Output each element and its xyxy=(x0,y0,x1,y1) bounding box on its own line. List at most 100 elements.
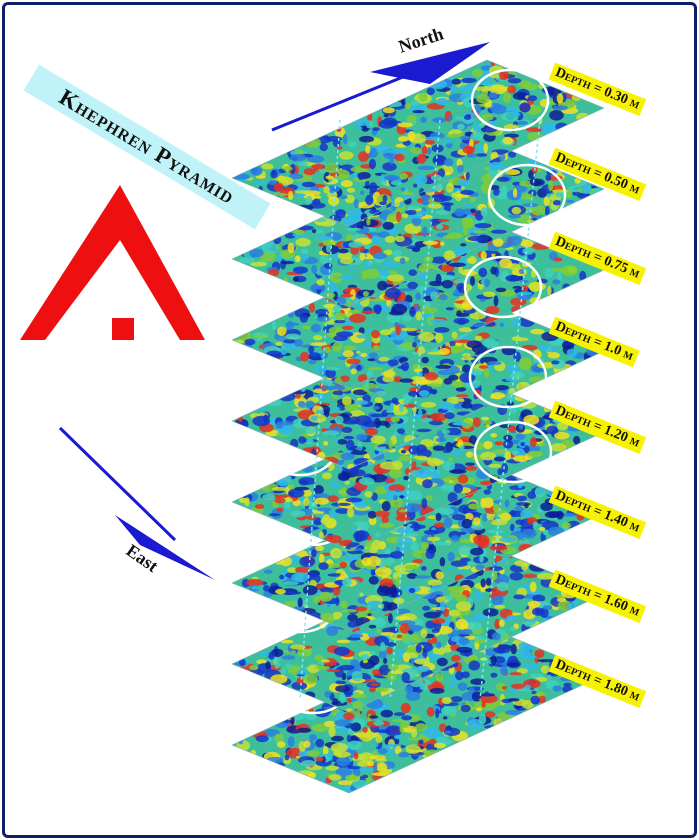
anomaly-blob xyxy=(467,235,485,242)
anomaly-blob xyxy=(408,269,418,277)
anomaly-blob xyxy=(449,469,467,474)
anomaly-blob xyxy=(427,203,443,209)
anomaly-blob xyxy=(522,573,537,579)
anomaly-blob xyxy=(491,569,498,581)
anomaly-blob xyxy=(507,78,522,84)
anomaly-blob xyxy=(280,639,294,644)
anomaly-blob xyxy=(468,255,477,265)
anomaly-blob xyxy=(367,731,373,740)
anomaly-blob xyxy=(461,364,471,373)
anomaly-blob xyxy=(383,260,398,268)
anomaly-blob xyxy=(332,342,342,353)
anomaly-blob xyxy=(315,308,329,316)
anomaly-blob xyxy=(416,444,427,454)
anomaly-blob xyxy=(407,205,420,210)
anomaly-blob xyxy=(306,438,314,445)
anomaly-blob xyxy=(394,564,407,573)
anomaly-blob xyxy=(398,455,413,462)
anomaly-blob xyxy=(410,634,420,638)
anomaly-blob xyxy=(361,774,369,779)
anomaly-blob xyxy=(389,402,394,411)
anomaly-blob xyxy=(338,502,351,506)
anomaly-blob xyxy=(516,291,533,296)
anomaly-blob xyxy=(435,708,440,719)
anomaly-blob xyxy=(328,726,336,737)
anomaly-blob xyxy=(549,110,564,121)
anomaly-blob xyxy=(293,229,305,235)
anomaly-blob xyxy=(250,166,263,176)
anomaly-blob xyxy=(293,266,308,274)
anomaly-blob xyxy=(439,402,455,410)
anomaly-blob xyxy=(470,276,475,286)
anomaly-blob xyxy=(300,248,309,255)
anomaly-blob xyxy=(399,172,408,180)
anomaly-blob xyxy=(421,498,428,509)
anomaly-blob xyxy=(393,734,402,740)
anomaly-blob xyxy=(313,485,324,495)
anomaly-blob xyxy=(471,344,488,354)
anomaly-blob xyxy=(259,251,276,262)
anomaly-blob xyxy=(468,435,478,445)
anomaly-blob xyxy=(441,697,452,705)
anomaly-blob xyxy=(359,592,364,597)
anomaly-blob xyxy=(361,548,371,553)
anomaly-blob xyxy=(442,449,451,454)
anomaly-blob xyxy=(402,399,410,405)
anomaly-blob xyxy=(250,261,267,267)
anomaly-blob xyxy=(494,618,500,630)
anomaly-blob xyxy=(380,641,386,652)
anomaly-blob xyxy=(388,270,398,276)
anomaly-blob xyxy=(375,510,390,518)
anomaly-blob xyxy=(415,292,421,301)
anomaly-blob xyxy=(500,512,512,521)
anomaly-blob xyxy=(374,635,389,647)
anomaly-blob xyxy=(529,581,537,593)
anomaly-blob xyxy=(454,116,464,120)
anomaly-blob xyxy=(530,204,546,216)
anomaly-blob xyxy=(377,280,388,291)
anomaly-blob xyxy=(334,719,350,727)
anomaly-blob xyxy=(390,416,400,423)
anomaly-blob xyxy=(444,730,452,734)
anomaly-blob xyxy=(367,632,377,638)
anomaly-blob xyxy=(553,257,563,262)
anomaly-blob xyxy=(251,586,262,590)
anomaly-blob xyxy=(517,120,529,125)
anomaly-blob xyxy=(513,124,518,129)
anomaly-blob xyxy=(383,657,388,664)
anomaly-blob xyxy=(400,327,418,332)
anomaly-blob xyxy=(502,685,507,690)
anomaly-blob xyxy=(383,249,393,256)
anomaly-blob xyxy=(342,577,352,587)
anomaly-blob xyxy=(397,136,409,142)
anomaly-blob xyxy=(333,751,351,758)
anomaly-blob xyxy=(483,368,490,378)
anomaly-blob xyxy=(504,451,511,460)
anomaly-blob xyxy=(331,406,341,411)
anomaly-blob xyxy=(376,762,388,772)
anomaly-blob xyxy=(540,665,550,674)
anomaly-blob xyxy=(566,189,573,199)
anomaly-blob xyxy=(543,196,551,207)
anomaly-blob xyxy=(302,325,311,330)
anomaly-blob xyxy=(497,468,503,476)
anomaly-blob xyxy=(435,512,442,522)
anomaly-blob xyxy=(354,198,359,209)
anomaly-blob xyxy=(301,252,306,263)
anomaly-blob xyxy=(431,256,448,264)
anomaly-blob xyxy=(367,600,382,607)
anomaly-blob xyxy=(350,693,367,699)
anomaly-blob xyxy=(347,740,362,751)
anomaly-blob xyxy=(545,205,550,217)
anomaly-blob xyxy=(311,549,317,558)
anomaly-blob xyxy=(470,132,484,141)
anomaly-blob xyxy=(526,444,541,453)
anomaly-blob xyxy=(344,480,351,485)
anomaly-blob xyxy=(288,173,304,180)
anomaly-blob xyxy=(480,694,498,704)
anomaly-blob xyxy=(330,272,344,284)
anomaly-blob xyxy=(299,556,316,568)
anomaly-blob xyxy=(375,391,386,396)
anomaly-blob xyxy=(460,526,476,534)
anomaly-blob xyxy=(451,78,462,85)
